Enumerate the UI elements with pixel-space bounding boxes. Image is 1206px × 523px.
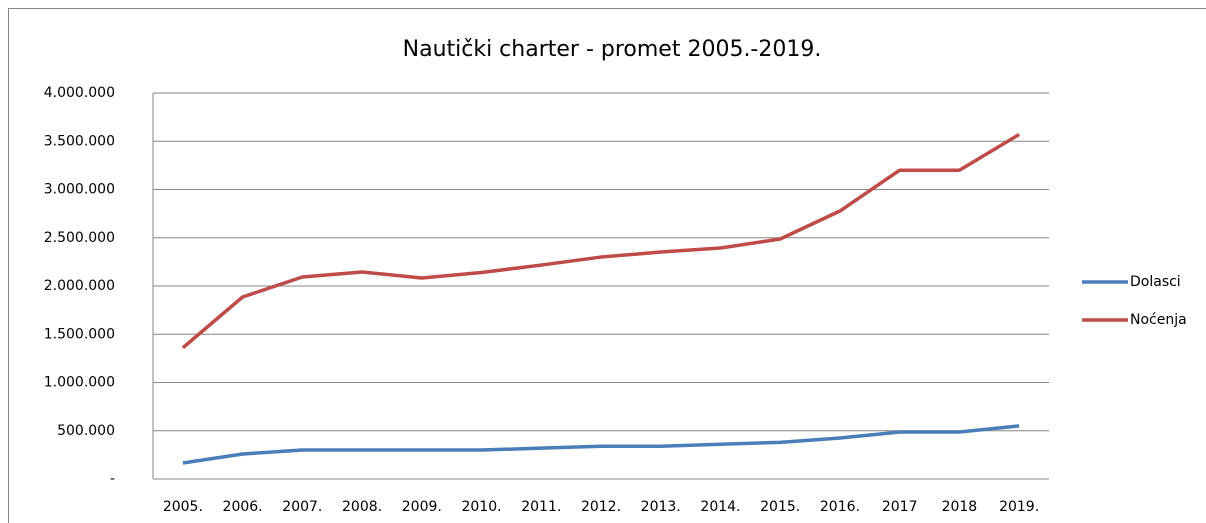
series-line [182,424,1020,465]
x-tick-label: 2018 [942,499,978,515]
series-line [181,132,1021,350]
y-tick-label: 500.000 [57,423,115,439]
x-tick-label: 2006. [223,499,263,515]
x-tick-label: 2016. [820,499,860,515]
x-tick-label: 2011. [521,499,561,515]
x-tick-label: 2013. [641,499,681,515]
y-tick-label: 1.000.000 [44,375,115,391]
x-tick-label: 2009. [402,499,442,515]
x-tick-label: 2017 [882,499,918,515]
y-tick-label: 4.000.000 [44,85,115,101]
y-tick-label: 2.500.000 [44,230,115,246]
x-tick-label: 2005. [163,499,203,515]
chart-title: Nautički charter - promet 2005.-2019. [403,37,822,62]
x-tick-label: 2019. [999,499,1039,515]
y-tick-label: 3.500.000 [44,133,115,149]
y-tick-label: 3.000.000 [44,182,115,198]
y-tick-label: - [110,471,115,487]
x-tick-label: 2015. [760,499,800,515]
chart-frame [8,8,1206,523]
legend-label: Noćenja [1130,312,1187,328]
x-tick-label: 2014. [700,499,740,515]
y-tick-label: 2.000.000 [44,278,115,294]
legend-label: Dolasci [1130,274,1181,290]
x-tick-label: 2008. [342,499,382,515]
x-tick-label: 2012. [581,499,621,515]
y-tick-label: 1.500.000 [44,326,115,342]
x-tick-label: 2010. [461,499,501,515]
x-tick-label: 2007. [282,499,322,515]
